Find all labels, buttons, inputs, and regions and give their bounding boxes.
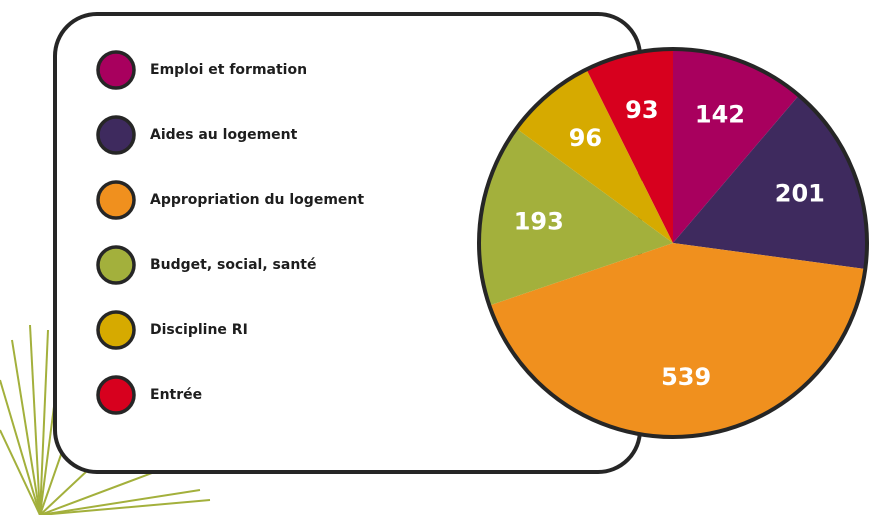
legend-swatch (96, 50, 136, 90)
data-label: 93 (625, 96, 658, 124)
legend-swatch (96, 180, 136, 220)
data-label: 193 (514, 207, 564, 235)
data-label: 539 (661, 363, 711, 391)
data-label: 142 (695, 101, 745, 129)
pie-slice (516, 69, 673, 243)
pie-slice (489, 243, 866, 437)
legend-swatch (96, 375, 136, 415)
data-label: 201 (775, 179, 825, 207)
pie-slice (673, 95, 867, 269)
pie-slice (586, 49, 673, 243)
legend-swatch (96, 245, 136, 285)
pie-slice (673, 49, 799, 243)
decor-rays (0, 324, 211, 515)
legend-swatch (96, 115, 136, 155)
pie-slice (479, 128, 673, 306)
legend-label: Emploi et formation (150, 62, 307, 78)
legend-label: Aides au logement (150, 127, 298, 143)
legend-swatch (96, 310, 136, 350)
legend-label: Entrée (150, 387, 202, 403)
pie: 142 201 539 193 96 93 (477, 47, 869, 439)
legend-label: Discipline RI (150, 322, 248, 338)
legend-label: Budget, social, santé (150, 257, 316, 273)
pie-outline (477, 47, 869, 439)
legend-label: Appropriation du logement (150, 192, 364, 208)
legend: Emploi et formation Aides au logement Appr… (96, 50, 364, 415)
data-label: 96 (569, 124, 602, 152)
